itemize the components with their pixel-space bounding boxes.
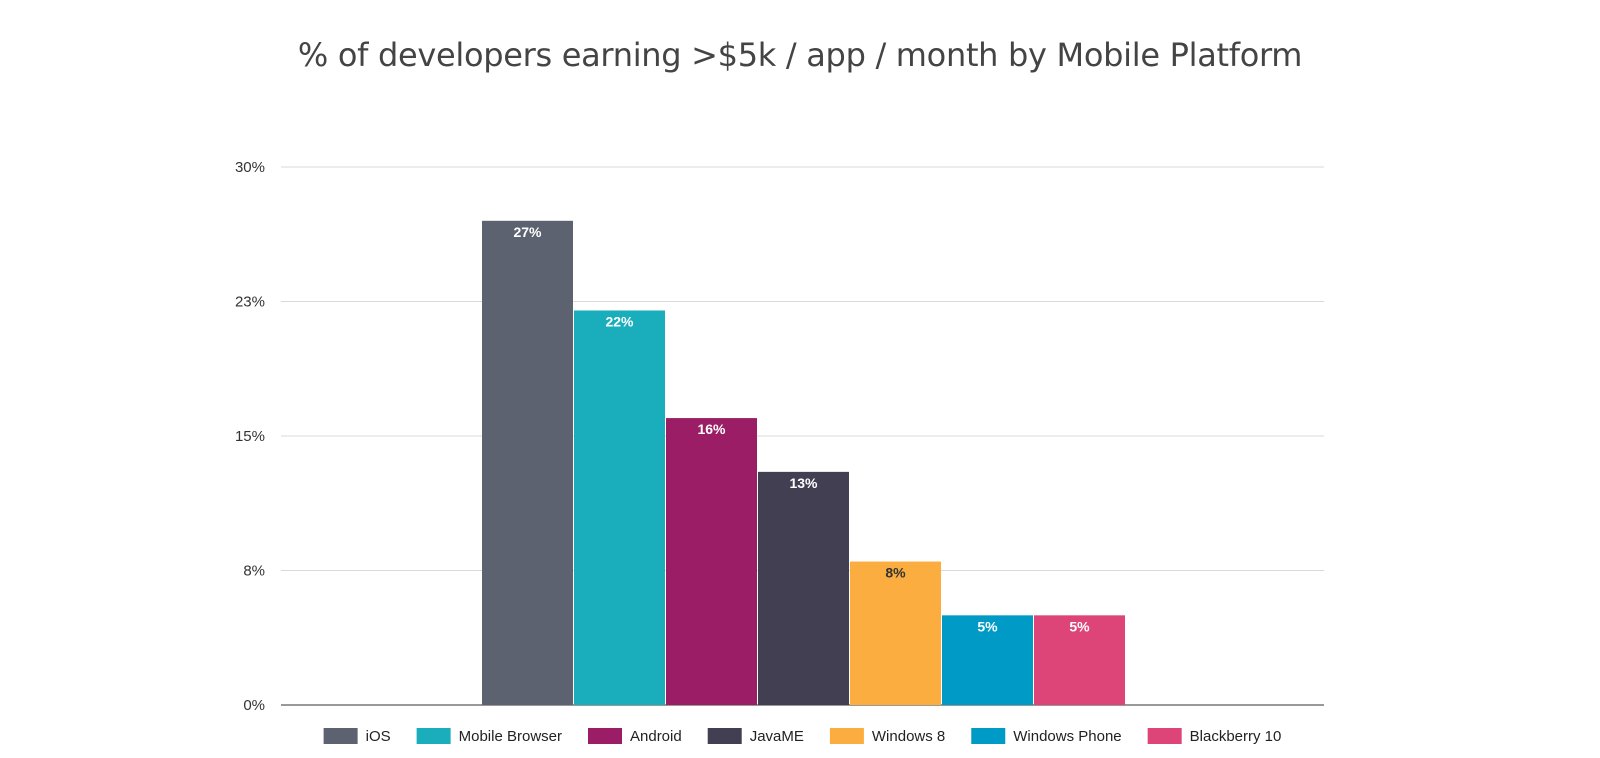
y-tick-label: 15%: [235, 428, 265, 445]
data-label: 13%: [789, 475, 818, 491]
legend-swatch: [707, 728, 742, 744]
data-label: 22%: [605, 313, 634, 329]
legend-swatch: [323, 728, 358, 744]
y-tick-label: 0%: [243, 697, 265, 714]
legend-item: Blackberry 10: [1147, 728, 1282, 745]
legend: iOS Mobile Browser Android JavaME Windows 8 W…: [323, 728, 1282, 745]
legend-label: Windows 8: [872, 728, 945, 745]
legend-item: Windows Phone: [971, 728, 1122, 745]
legend-label: Mobile Browser: [459, 728, 562, 745]
legend-item: Mobile Browser: [416, 728, 562, 745]
chart-title: % of developers earning >$5k / app / mon…: [297, 36, 1303, 74]
legend-label: Windows Phone: [1013, 728, 1121, 745]
legend-swatch: [588, 728, 623, 744]
legend-item: Windows 8: [829, 728, 945, 745]
bar-javame: [758, 471, 849, 705]
y-tick-label: 30%: [235, 159, 265, 176]
legend-swatch: [971, 728, 1006, 744]
legend-label: JavaME: [750, 728, 804, 745]
bar-windows-8: [850, 561, 941, 705]
y-tick-label: 8%: [243, 563, 265, 580]
legend-swatch: [416, 728, 451, 744]
data-label: 8%: [885, 565, 906, 581]
data-label: 5%: [1069, 618, 1090, 634]
bar-ios: [482, 220, 573, 706]
y-tick-label: 23%: [235, 294, 265, 311]
bar-mobile-browser: [574, 310, 665, 705]
data-label: 27%: [513, 224, 542, 240]
bar-windows-phone: [942, 615, 1033, 705]
legend-item: Android: [588, 728, 682, 745]
legend-label: iOS: [366, 728, 391, 745]
legend-swatch: [829, 728, 864, 744]
legend-item: JavaME: [707, 728, 804, 745]
data-label: 5%: [977, 618, 998, 634]
bar-blackberry-10: [1034, 615, 1125, 705]
legend-label: Blackberry 10: [1190, 728, 1282, 745]
bar-android: [666, 418, 757, 705]
legend-item: iOS: [323, 728, 391, 745]
data-label: 16%: [697, 421, 726, 437]
legend-label: Android: [630, 728, 682, 745]
legend-swatch: [1147, 728, 1182, 744]
